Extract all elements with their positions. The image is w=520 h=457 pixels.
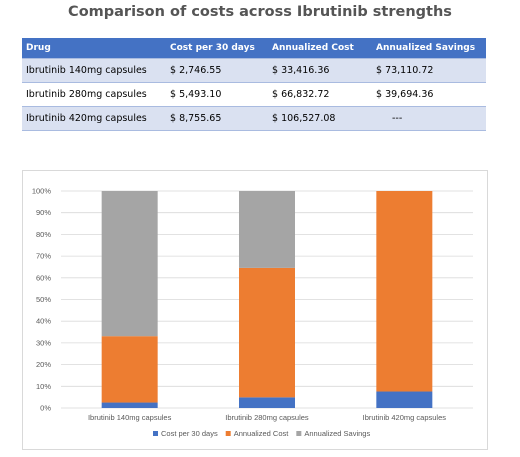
table-cell: --- [372,106,486,131]
table-cell: $ 39,694.36 [372,82,486,107]
page-title: Comparison of costs across Ibrutinib str… [68,4,452,20]
bar-segment [376,391,433,408]
header-annualized-cost: Annualized Cost [268,38,372,59]
table-cell: $ 33,416.36 [268,58,372,83]
table-cell: Ibrutinib 280mg capsules [22,82,166,107]
legend-label: Annualized Savings [304,429,370,438]
y-tick-label: 20% [36,360,51,369]
y-tick-label: 100% [32,187,52,196]
table-cell: $ 106,527.08 [268,106,372,131]
x-category-label: Ibrutinib 420mg capsules [363,413,447,422]
table-header-row: Drug Cost per 30 days Annualized Cost An… [22,38,486,59]
legend-swatch [296,431,302,436]
table-row: Ibrutinib 140mg capsules $ 2,746.55 $ 33… [22,58,486,83]
y-tick-label: 60% [36,273,51,282]
bar-segment [101,191,158,337]
y-tick-label: 0% [40,404,51,413]
bar-segment [376,191,433,392]
table-cell: Ibrutinib 140mg capsules [22,58,166,83]
table-row: Ibrutinib 420mg capsules $ 8,755.65 $ 10… [22,106,486,131]
header-drug: Drug [22,38,166,59]
table-cell: $ 73,110.72 [372,58,486,83]
y-tick-label: 30% [36,338,51,347]
bar-segment [239,267,295,398]
legend-swatch [153,431,158,436]
header-cost-30-days: Cost per 30 days [166,38,268,59]
table-cell: $ 2,746.55 [166,58,268,83]
x-category-label: Ibrutinib 280mg capsules [225,413,309,422]
table-cell: $ 8,755.65 [166,106,268,131]
y-tick-label: 90% [36,208,51,217]
cost-table: Drug Cost per 30 days Annualized Cost An… [22,38,486,131]
x-category-label: Ibrutinib 140mg capsules [88,413,172,422]
stacked-percent-bar-chart: 0% 10% 20% 30% 40% 50% 60% 70% 80% 90% 100% Ibrutin… [32,187,473,438]
y-tick-label: 80% [36,230,51,239]
legend-label: Cost per 30 days [161,429,218,438]
bar-segment [101,336,158,403]
legend-swatch [225,431,231,436]
legend-label: Annualized Cost [234,429,290,438]
chart-frame: 0% 10% 20% 30% 40% 50% 60% 70% 80% 90% 100% Ibrutin… [22,170,488,450]
table-row: Ibrutinib 280mg capsules $ 5,493.10 $ 66… [22,82,486,107]
table-cell: $ 66,832.72 [268,82,372,107]
header-annualized-savings: Annualized Savings [372,38,486,59]
bar-segment [239,397,295,408]
table-cell: Ibrutinib 420mg capsules [22,106,166,131]
y-tick-label: 40% [36,317,51,326]
bar-segment [239,191,295,268]
y-tick-label: 50% [36,295,51,304]
y-tick-label: 70% [36,252,51,261]
y-tick-label: 10% [36,382,51,391]
table-cell: $ 5,493.10 [166,82,268,107]
bar-segment [101,402,158,408]
